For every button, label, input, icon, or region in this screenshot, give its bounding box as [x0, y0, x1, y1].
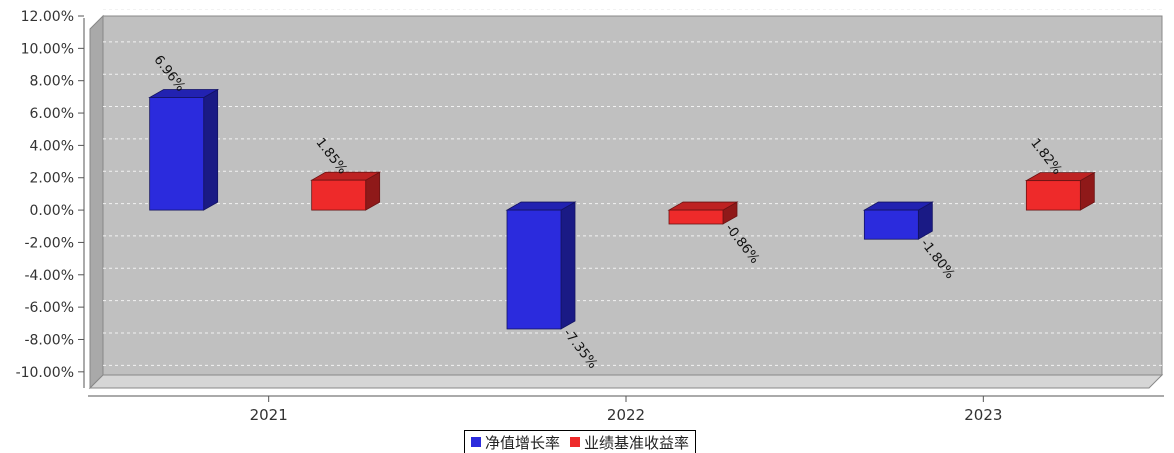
y-tick-label: 4.00% — [30, 138, 74, 154]
legend-swatch-series1 — [471, 437, 481, 447]
x-tick-label: 2021 — [250, 406, 288, 424]
plot-side-wall — [89, 14, 104, 390]
plot-floor — [88, 374, 1164, 389]
y-tick-label: -2.00% — [24, 235, 74, 251]
y-tick-label: -8.00% — [24, 332, 74, 348]
y-tick-label: -10.00% — [16, 365, 74, 381]
bar-series-1 — [506, 209, 562, 330]
legend-label-series2: 业绩基准收益率 — [584, 433, 690, 452]
legend-label-series1: 净值增长率 — [485, 433, 561, 452]
chart-canvas: 12.00% 10.00% 8.00% 6.00% 4.00% 2.00% 0.00% -2.… — [16, 9, 1164, 424]
x-tick-label: 2022 — [607, 406, 645, 424]
y-tick-label: 6.00% — [30, 106, 74, 122]
bar-series-2 — [311, 179, 367, 211]
legend-item-series2: 业绩基准收益率 — [570, 432, 689, 453]
bar-series-2 — [668, 209, 724, 225]
y-tick-label: 10.00% — [21, 41, 74, 57]
bar-side-1 — [560, 201, 576, 330]
bar-series-1 — [149, 97, 205, 211]
y-tick-label: -4.00% — [24, 268, 74, 284]
bar-series-2 — [1025, 180, 1081, 211]
y-tick-label: 12.00% — [21, 9, 74, 25]
bar-side-1 — [203, 88, 219, 211]
legend-swatch-series2 — [570, 437, 581, 447]
y-tick-label: 2.00% — [30, 171, 74, 187]
chart-legend: 净值增长率 业绩基准收益率 — [464, 430, 697, 453]
y-tick-label: 8.00% — [30, 74, 74, 90]
y-tick-label: -6.00% — [24, 300, 74, 316]
legend-item-series1: 净值增长率 — [471, 432, 560, 453]
plot-back-wall — [102, 15, 1163, 376]
bar-series-1 — [863, 209, 919, 240]
x-tick-label: 2023 — [964, 406, 1002, 424]
y-tick-label: 0.00% — [30, 203, 74, 219]
